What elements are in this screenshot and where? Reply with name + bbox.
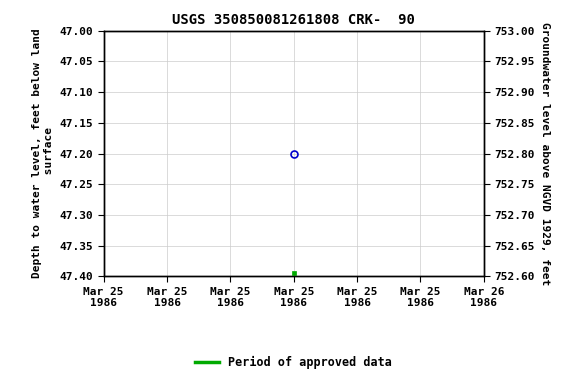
Y-axis label: Groundwater level above NGVD 1929, feet: Groundwater level above NGVD 1929, feet — [540, 22, 550, 285]
Title: USGS 350850081261808 CRK-  90: USGS 350850081261808 CRK- 90 — [172, 13, 415, 27]
Y-axis label: Depth to water level, feet below land
 surface: Depth to water level, feet below land su… — [32, 29, 54, 278]
Legend: Period of approved data: Period of approved data — [191, 351, 397, 374]
